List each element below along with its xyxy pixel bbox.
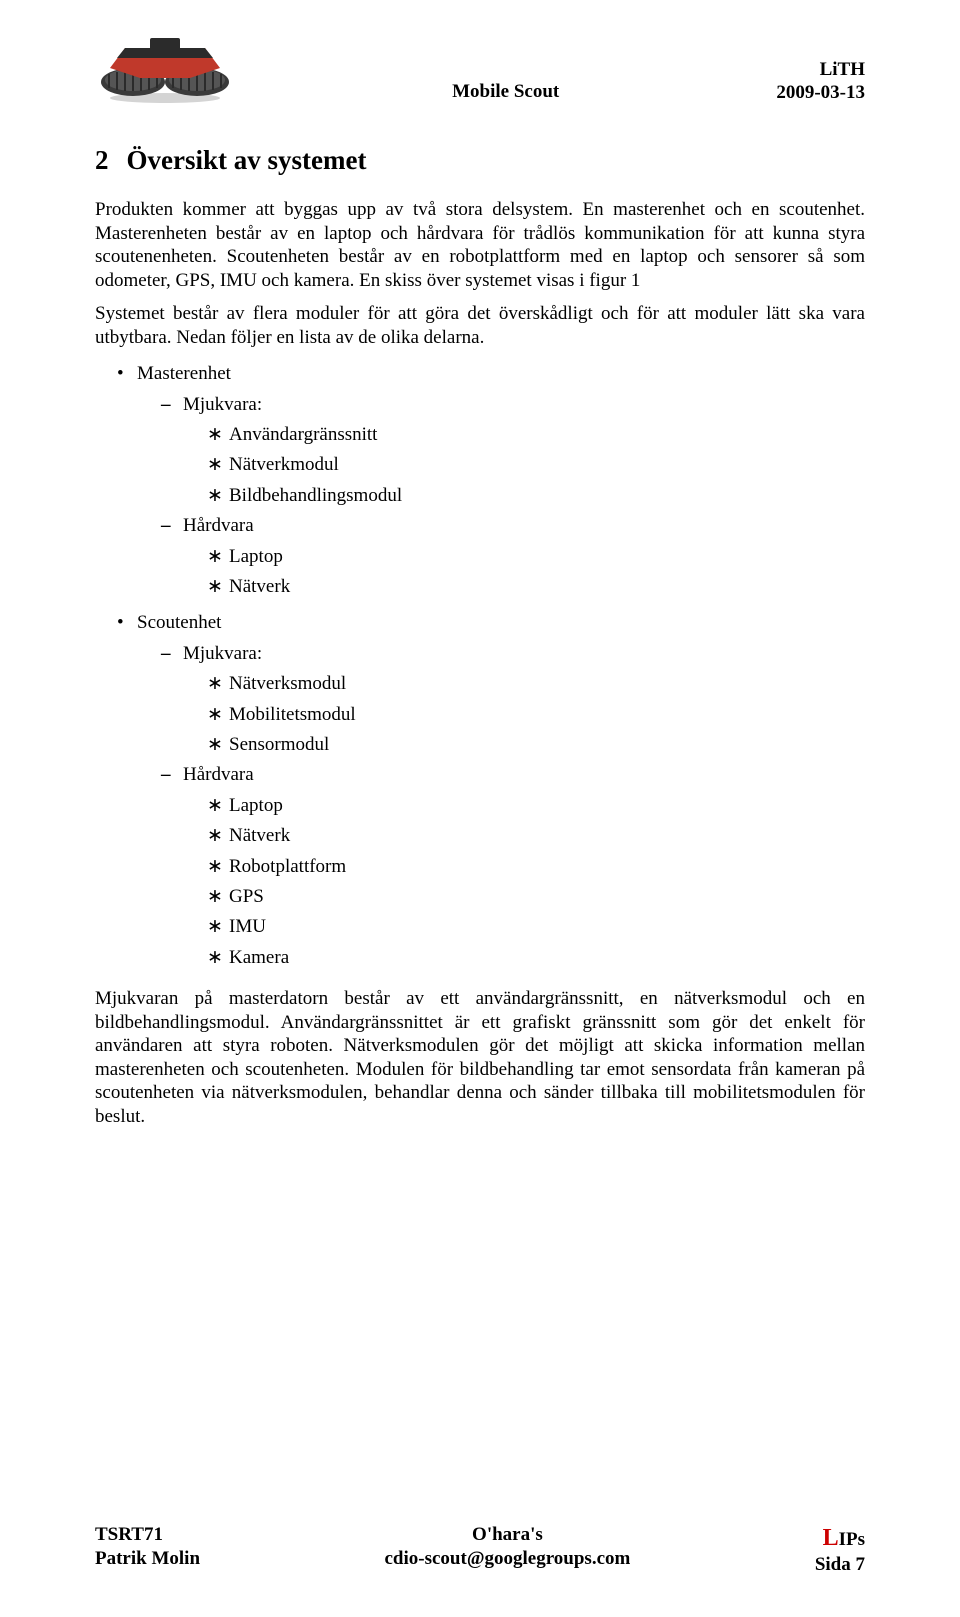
list-item: Robotplattform	[183, 852, 865, 882]
footer-right: LIPs Sida 7	[815, 1523, 865, 1577]
header-left	[95, 30, 235, 105]
scout-title: Scoutenhet	[137, 612, 221, 633]
list-item: Nätverksmodul	[183, 669, 865, 699]
scout-hardvara-items: Laptop Nätverk Robotplattform GPS IMU Ka…	[183, 791, 865, 973]
list-item: Nätverkmodul	[183, 450, 865, 480]
list-item: Nätverk	[183, 572, 865, 602]
master-hardvara-items: Laptop Nätverk	[183, 542, 865, 603]
lips-L: L	[823, 1525, 839, 1551]
master-mjukvara: Mjukvara: Användargränssnitt Nätverkmodu…	[137, 390, 865, 512]
list-item: IMU	[183, 912, 865, 942]
section-number: 2	[95, 145, 109, 175]
page-footer: TSRT71 Patrik Molin O'hara's cdio-scout@…	[95, 1523, 865, 1577]
list-item: Sensormodul	[183, 730, 865, 760]
master-sublist: Mjukvara: Användargränssnitt Nätverkmodu…	[137, 390, 865, 603]
list-item: GPS	[183, 882, 865, 912]
header-date: 2009-03-13	[776, 81, 865, 105]
master-mjukvara-label: Mjukvara:	[183, 394, 262, 415]
lips-logo: LIPs	[815, 1523, 865, 1553]
list-item: Användargränssnitt	[183, 420, 865, 450]
paragraph-intro-2: Systemet består av flera moduler för att…	[95, 302, 865, 349]
master-title: Masterenhet	[137, 363, 231, 384]
master-hardvara-label: Hårdvara	[183, 515, 254, 536]
section-heading: 2 Översikt av systemet	[95, 145, 865, 176]
footer-page: Sida 7	[815, 1553, 865, 1577]
header-right: LiTH 2009-03-13	[776, 58, 865, 106]
scout-hardvara: Hårdvara Laptop Nätverk Robotplattform G…	[137, 760, 865, 973]
footer-group: O'hara's	[385, 1523, 631, 1547]
scout-hardvara-label: Hårdvara	[183, 764, 254, 785]
section-title-text: Översikt av systemet	[127, 145, 367, 175]
footer-course: TSRT71	[95, 1523, 200, 1547]
lips-rest: IPs	[839, 1529, 865, 1550]
list-item: Nätverk	[183, 821, 865, 851]
scout-mjukvara-items: Nätverksmodul Mobilitetsmodul Sensormodu…	[183, 669, 865, 760]
footer-email: cdio-scout@googlegroups.com	[385, 1547, 631, 1571]
list-item: Kamera	[183, 943, 865, 973]
list-item: Mobilitetsmodul	[183, 700, 865, 730]
list-item: Bildbehandlingsmodul	[183, 481, 865, 511]
module-list: Masterenhet Mjukvara: Användargränssnitt…	[95, 359, 865, 973]
scout-sublist: Mjukvara: Nätverksmodul Mobilitetsmodul …	[137, 639, 865, 973]
header-org: LiTH	[776, 58, 865, 82]
footer-center: O'hara's cdio-scout@googlegroups.com	[385, 1523, 631, 1577]
footer-left: TSRT71 Patrik Molin	[95, 1523, 200, 1577]
list-item: Laptop	[183, 542, 865, 572]
list-item: Laptop	[183, 791, 865, 821]
list-item-scoutenhet: Scoutenhet Mjukvara: Nätverksmodul Mobil…	[95, 608, 865, 973]
scout-mjukvara-label: Mjukvara:	[183, 643, 262, 664]
paragraph-closing: Mjukvaran på masterdatorn består av ett …	[95, 987, 865, 1128]
header-title: Mobile Scout	[235, 81, 776, 105]
paragraph-intro-1: Produkten kommer att byggas upp av två s…	[95, 198, 865, 292]
page-header: Mobile Scout LiTH 2009-03-13	[95, 30, 865, 105]
master-hardvara: Hårdvara Laptop Nätverk	[137, 511, 865, 602]
list-item-masterenhet: Masterenhet Mjukvara: Användargränssnitt…	[95, 359, 865, 602]
footer-author: Patrik Molin	[95, 1547, 200, 1571]
master-mjukvara-items: Användargränssnitt Nätverkmodul Bildbeha…	[183, 420, 865, 511]
scout-mjukvara: Mjukvara: Nätverksmodul Mobilitetsmodul …	[137, 639, 865, 761]
rover-icon	[95, 30, 235, 105]
